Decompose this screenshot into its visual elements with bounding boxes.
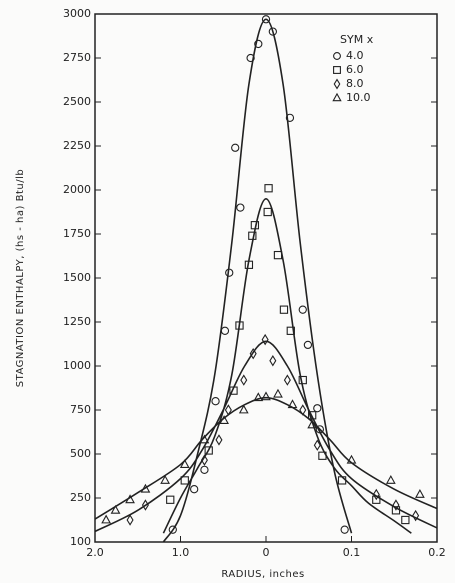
legend-marker — [332, 92, 342, 102]
marker-circle — [225, 268, 234, 277]
marker-triangle — [261, 391, 271, 401]
marker-diamond — [200, 454, 208, 466]
marker-circle — [298, 305, 307, 314]
marker-triangle — [415, 489, 425, 498]
marker-triangle — [110, 504, 121, 514]
marker-circle — [268, 27, 277, 36]
y-tick-label: 2250 — [63, 139, 91, 152]
marker-diamond — [240, 374, 248, 386]
marker-diamond — [313, 439, 321, 451]
legend-marker — [333, 66, 341, 74]
marker-triangle — [101, 514, 112, 524]
y-axis-title: STAGNATION ENTHALPY, (hs - ha) Btu/lb — [15, 169, 26, 387]
y-tick-label: 2500 — [63, 95, 91, 108]
legend-label: 8.0 — [346, 77, 364, 90]
marker-diamond — [249, 347, 257, 360]
marker-square — [248, 231, 257, 240]
marker-triangle — [385, 474, 396, 484]
marker-circle — [340, 525, 349, 534]
y-tick-label: 500 — [70, 447, 91, 460]
y-tick-label: 250 — [70, 491, 91, 504]
legend-title: SYM x — [340, 33, 374, 46]
marker-circle — [303, 340, 313, 350]
marker-square — [264, 184, 273, 193]
marker-circle — [236, 203, 245, 212]
marker-square — [180, 476, 189, 485]
x-tick-label: 0.2 — [428, 546, 446, 559]
marker-triangle — [219, 415, 229, 424]
marker-square — [286, 326, 295, 335]
marker-square — [250, 221, 260, 230]
y-tick-label: 1750 — [63, 227, 91, 240]
marker-circle — [261, 15, 271, 24]
marker-circle — [254, 39, 263, 49]
marker-circle — [220, 326, 230, 335]
marker-circle — [246, 53, 255, 63]
marker-triangle — [346, 454, 357, 464]
marker-circle — [285, 113, 295, 122]
marker-diamond — [215, 434, 223, 446]
marker-diamond — [412, 509, 420, 522]
y-tick-label: 1500 — [63, 271, 91, 284]
y-tick-label: 3000 — [63, 7, 91, 20]
marker-triangle — [253, 392, 264, 402]
marker-circle — [313, 404, 322, 413]
marker-triangle — [179, 459, 190, 468]
marker-diamond — [261, 333, 269, 346]
marker-diamond — [269, 354, 277, 367]
fit-curve — [95, 340, 437, 533]
marker-diamond — [283, 374, 291, 386]
marker-circle — [211, 397, 220, 406]
fit-curve — [162, 18, 353, 542]
legend-label: 4.0 — [346, 49, 364, 62]
marker-circle — [168, 525, 177, 534]
marker-diamond — [126, 514, 134, 526]
marker-square — [298, 375, 307, 385]
x-tick-label: 0 — [263, 546, 270, 559]
marker-square — [279, 305, 289, 314]
x-axis-title: RADIUS, inches — [221, 569, 304, 580]
marker-triangle — [140, 483, 151, 493]
marker-circle — [200, 465, 209, 474]
marker-triangle — [273, 388, 283, 398]
marker-square — [308, 411, 317, 420]
marker-triangle — [287, 399, 298, 409]
marker-square — [166, 495, 175, 504]
y-tick-label: 2750 — [63, 51, 91, 64]
marker-circle — [231, 143, 240, 152]
marker-triangle — [125, 494, 135, 504]
marker-diamond — [141, 499, 149, 511]
legend-label: 10.0 — [346, 91, 371, 104]
marker-square — [263, 207, 272, 217]
y-tick-label: 1000 — [63, 359, 91, 372]
marker-square — [244, 260, 254, 269]
y-tick-label: 1250 — [63, 315, 91, 328]
legend-marker — [333, 52, 341, 60]
marker-diamond — [392, 499, 400, 511]
marker-triangle — [160, 474, 171, 484]
marker-square — [337, 476, 347, 485]
marker-square — [273, 250, 283, 260]
marker-circle — [190, 485, 199, 494]
marker-diamond — [372, 488, 380, 501]
legend-marker — [333, 78, 341, 90]
marker-square — [318, 451, 327, 460]
marker-square — [204, 446, 213, 455]
marker-triangle — [307, 419, 318, 429]
marker-triangle — [238, 404, 249, 414]
y-tick-label: 750 — [70, 403, 91, 416]
legend-label: 6.0 — [346, 63, 364, 76]
x-tick-label: 0.1 — [343, 546, 361, 559]
y-tick-label: 100 — [70, 535, 91, 548]
x-tick-label: 2.0 — [86, 546, 104, 559]
marker-square — [401, 515, 410, 525]
marker-square — [235, 321, 244, 330]
x-tick-label: 1.0 — [172, 546, 190, 559]
marker-triangle — [199, 434, 210, 444]
y-tick-label: 2000 — [63, 183, 91, 196]
